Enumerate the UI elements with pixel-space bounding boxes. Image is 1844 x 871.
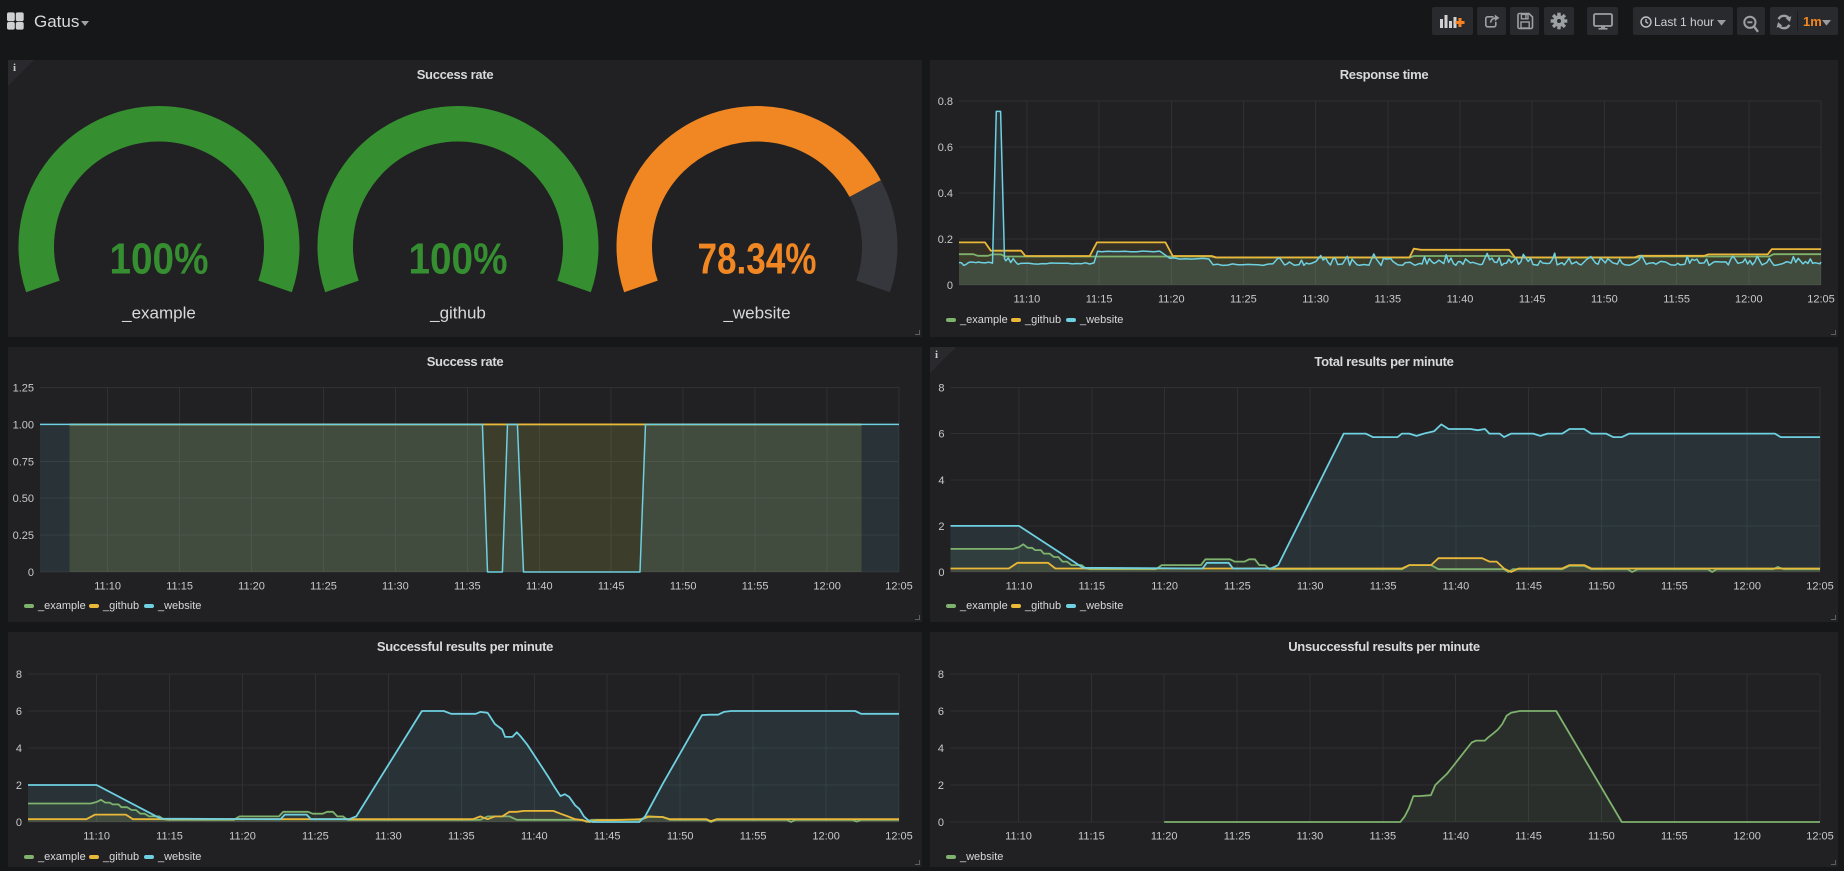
svg-text:11:30: 11:30 (1297, 831, 1324, 843)
svg-text:12:00: 12:00 (812, 831, 840, 843)
svg-text:11:15: 11:15 (1086, 294, 1113, 306)
svg-text:11:35: 11:35 (1369, 831, 1396, 843)
svg-text:11:15: 11:15 (1078, 831, 1105, 843)
svg-text:6: 6 (938, 706, 944, 718)
svg-text:11:55: 11:55 (1663, 294, 1690, 306)
svg-text:6: 6 (16, 706, 22, 718)
svg-text:11:35: 11:35 (1374, 294, 1401, 306)
svg-text:0.50: 0.50 (13, 493, 34, 505)
svg-text:4: 4 (938, 743, 944, 755)
svg-text:0: 0 (16, 817, 22, 829)
svg-text:2: 2 (16, 780, 22, 792)
svg-text:11:25: 11:25 (1224, 581, 1251, 593)
svg-text:11:50: 11:50 (1588, 581, 1615, 593)
svg-text:11:55: 11:55 (1661, 581, 1688, 593)
svg-text:11:15: 11:15 (1078, 581, 1105, 593)
svg-text:0.25: 0.25 (13, 530, 34, 542)
svg-text:12:05: 12:05 (1807, 294, 1835, 306)
svg-text:11:20: 11:20 (1158, 294, 1185, 306)
svg-text:1.00: 1.00 (13, 419, 34, 431)
svg-text:78.34%: 78.34% (698, 235, 817, 284)
svg-text:12:05: 12:05 (1806, 831, 1834, 843)
svg-text:11:10: 11:10 (1006, 581, 1033, 593)
svg-text:6: 6 (938, 429, 944, 441)
svg-text:11:40: 11:40 (1447, 294, 1474, 306)
svg-text:0: 0 (947, 280, 953, 292)
svg-text:_website: _website (722, 304, 790, 323)
svg-text:11:45: 11:45 (594, 831, 621, 843)
svg-text:11:30: 11:30 (1302, 294, 1329, 306)
svg-text:11:15: 11:15 (156, 831, 183, 843)
svg-text:4: 4 (16, 743, 22, 755)
svg-text:11:55: 11:55 (1661, 831, 1688, 843)
svg-text:11:35: 11:35 (454, 581, 481, 593)
svg-text:0: 0 (938, 817, 944, 829)
svg-text:12:05: 12:05 (885, 581, 913, 593)
svg-text:_example: _example (121, 304, 196, 323)
svg-text:11:20: 11:20 (238, 581, 265, 593)
svg-text:11:50: 11:50 (1591, 294, 1618, 306)
svg-text:4: 4 (938, 475, 944, 487)
svg-text:11:15: 11:15 (166, 581, 193, 593)
svg-text:11:45: 11:45 (598, 581, 625, 593)
svg-text:2: 2 (938, 521, 944, 533)
svg-text:11:40: 11:40 (1443, 581, 1470, 593)
svg-text:11:10: 11:10 (1005, 831, 1032, 843)
svg-text:11:30: 11:30 (1297, 581, 1324, 593)
svg-text:11:10: 11:10 (94, 581, 121, 593)
svg-text:12:00: 12:00 (813, 581, 841, 593)
svg-text:0.8: 0.8 (938, 96, 953, 108)
svg-text:100%: 100% (409, 235, 508, 284)
svg-text:0.4: 0.4 (938, 188, 953, 200)
svg-text:11:35: 11:35 (448, 831, 475, 843)
svg-text:11:40: 11:40 (526, 581, 553, 593)
svg-text:11:40: 11:40 (1442, 831, 1469, 843)
svg-text:11:45: 11:45 (1515, 831, 1542, 843)
svg-text:11:50: 11:50 (1588, 831, 1615, 843)
svg-text:11:25: 11:25 (1224, 831, 1251, 843)
svg-text:11:20: 11:20 (229, 831, 256, 843)
svg-text:1.25: 1.25 (13, 383, 34, 395)
svg-text:8: 8 (16, 669, 22, 681)
svg-text:11:55: 11:55 (742, 581, 769, 593)
svg-text:0.75: 0.75 (13, 456, 34, 468)
svg-text:11:35: 11:35 (1370, 581, 1397, 593)
svg-text:12:00: 12:00 (1733, 581, 1761, 593)
svg-text:11:25: 11:25 (1230, 294, 1257, 306)
svg-text:8: 8 (938, 669, 944, 681)
svg-text:11:50: 11:50 (670, 581, 697, 593)
svg-text:11:10: 11:10 (83, 831, 110, 843)
svg-text:11:55: 11:55 (740, 831, 767, 843)
svg-text:11:10: 11:10 (1014, 294, 1041, 306)
svg-text:12:00: 12:00 (1733, 831, 1761, 843)
svg-text:11:25: 11:25 (310, 581, 337, 593)
svg-text:11:50: 11:50 (667, 831, 694, 843)
svg-text:11:25: 11:25 (302, 831, 329, 843)
svg-text:100%: 100% (110, 235, 209, 284)
svg-text:8: 8 (938, 383, 944, 395)
svg-text:11:30: 11:30 (375, 831, 402, 843)
svg-text:0: 0 (28, 567, 34, 579)
svg-text:11:45: 11:45 (1519, 294, 1546, 306)
svg-text:0.6: 0.6 (938, 142, 953, 154)
svg-text:11:20: 11:20 (1151, 581, 1178, 593)
svg-text:11:40: 11:40 (521, 831, 548, 843)
svg-text:12:05: 12:05 (885, 831, 913, 843)
svg-text:11:45: 11:45 (1515, 581, 1542, 593)
svg-text:2: 2 (938, 780, 944, 792)
svg-text:0: 0 (938, 567, 944, 579)
svg-text:12:00: 12:00 (1735, 294, 1763, 306)
svg-text:0.2: 0.2 (938, 234, 953, 246)
svg-text:11:30: 11:30 (382, 581, 409, 593)
svg-text:12:05: 12:05 (1806, 581, 1834, 593)
svg-text:_github: _github (429, 304, 486, 323)
svg-text:11:20: 11:20 (1151, 831, 1178, 843)
